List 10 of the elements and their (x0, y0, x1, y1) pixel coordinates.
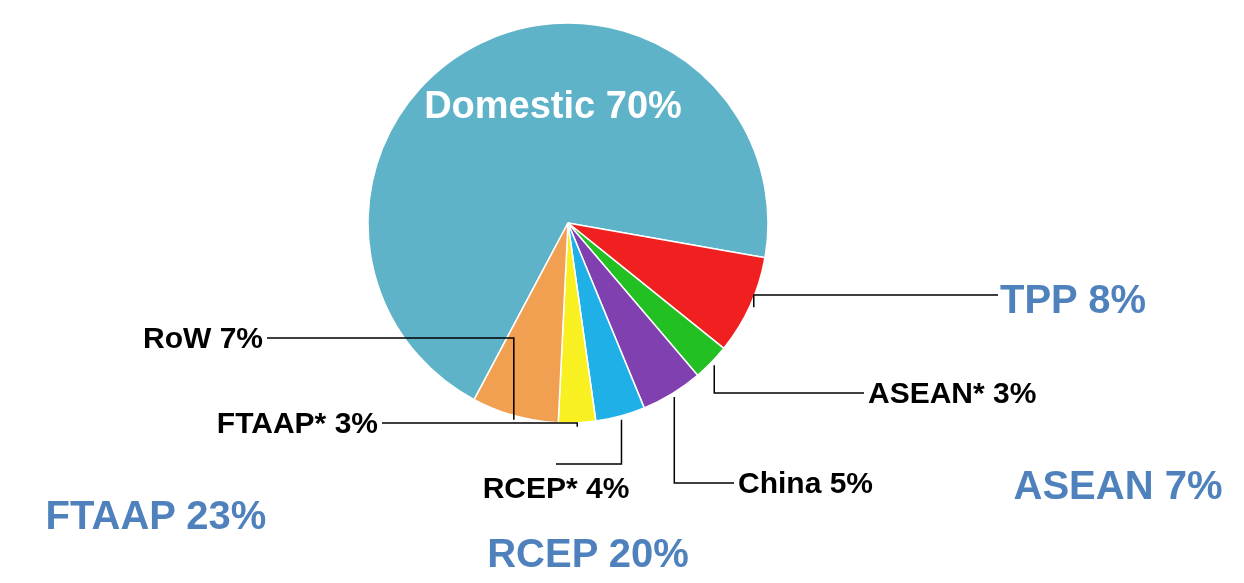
text: ASEAN 7% (1013, 463, 1223, 507)
text: RCEP 20% (487, 531, 689, 575)
slice-label: China 5% (738, 466, 874, 499)
slice-label: ASEAN* 3% (868, 376, 1037, 409)
text: FTAAP 23% (45, 493, 267, 537)
slice-label: Domestic 70% (424, 84, 682, 126)
slice-label: TPP 8% (1000, 277, 1146, 321)
slice-label: FTAAP* 3% (216, 406, 378, 439)
slice-label: RCEP* 4% (482, 471, 630, 504)
slice-label: RoW 7% (143, 321, 263, 354)
